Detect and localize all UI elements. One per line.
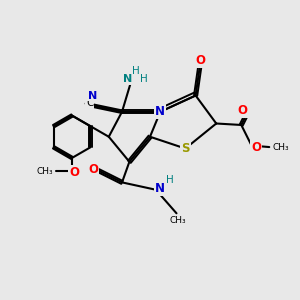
- Text: H: H: [132, 66, 140, 76]
- Text: CH₃: CH₃: [170, 216, 186, 225]
- Text: H: H: [140, 74, 148, 84]
- Text: H: H: [166, 175, 174, 185]
- Text: O: O: [251, 141, 261, 154]
- Text: CH₃: CH₃: [272, 142, 289, 152]
- Text: N: N: [155, 105, 165, 118]
- Text: C: C: [86, 98, 93, 108]
- Text: N: N: [88, 91, 97, 100]
- Text: O: O: [88, 163, 98, 176]
- Text: O: O: [238, 104, 248, 117]
- Text: CH₃: CH₃: [36, 167, 53, 176]
- Text: O: O: [69, 166, 79, 179]
- Text: S: S: [181, 142, 190, 155]
- Text: N: N: [123, 74, 132, 84]
- Text: O: O: [195, 54, 205, 67]
- Text: N: N: [155, 182, 165, 195]
